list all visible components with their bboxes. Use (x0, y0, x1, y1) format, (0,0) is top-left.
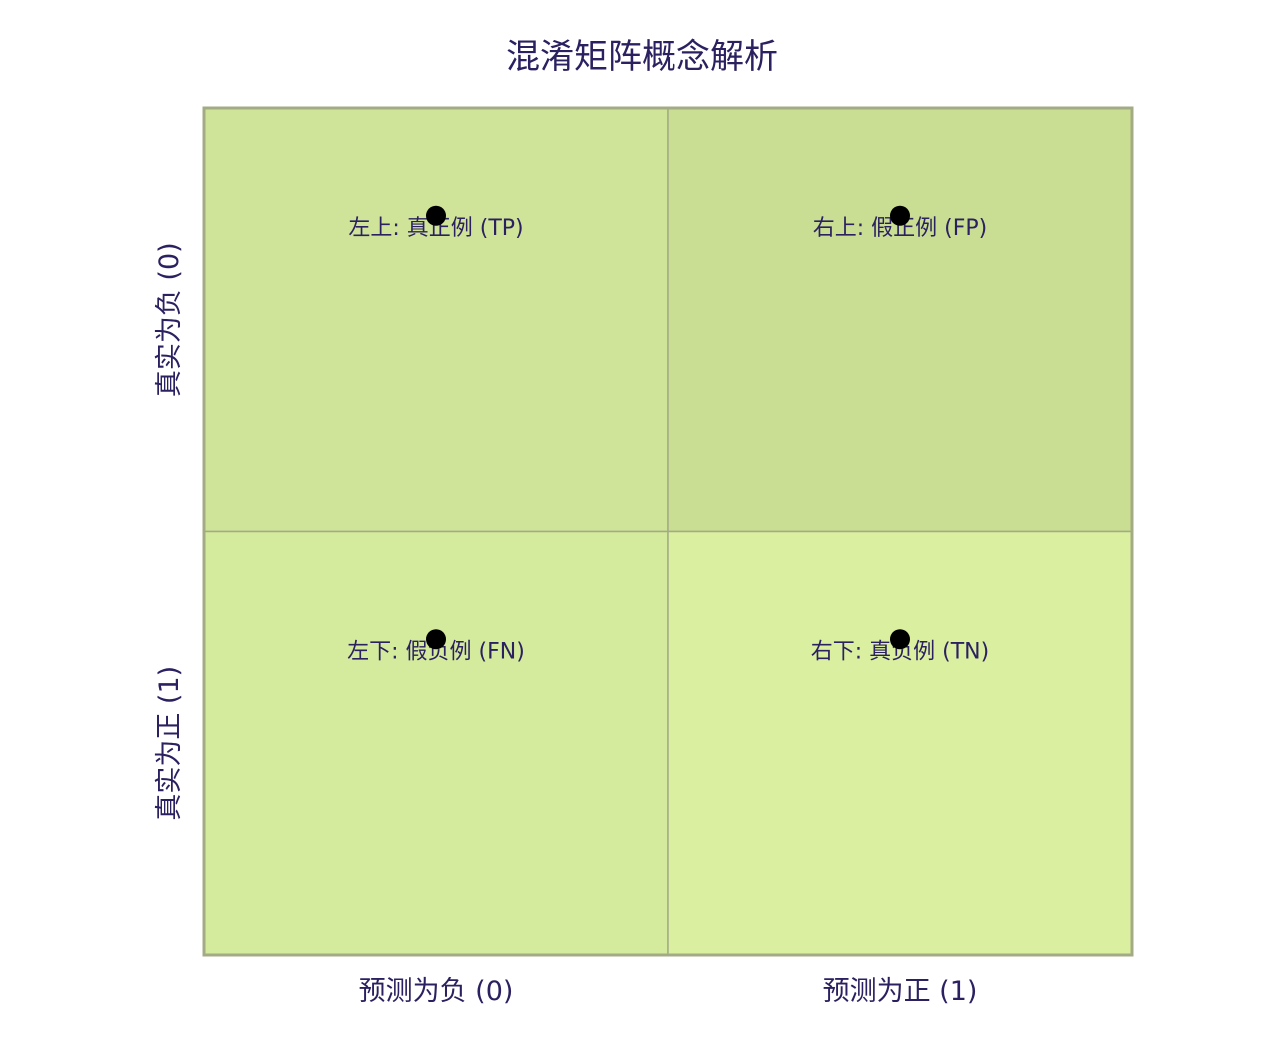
marker-point (426, 205, 446, 226)
marker-point (890, 629, 910, 650)
matrix-cell (203, 530, 669, 956)
marker-point (426, 629, 446, 650)
plot-border (202, 106, 1134, 957)
matrix-cell (203, 107, 669, 533)
matrix-cell (667, 107, 1133, 533)
matrix-cell (667, 530, 1133, 956)
x-tick-label: 预测为正 (1) (823, 976, 978, 1007)
y-tick-label: 真实为正 (1) (154, 666, 185, 821)
y-tick-label: 真实为负 (0) (154, 242, 185, 397)
marker-point (890, 205, 910, 226)
x-tick-label: 预测为负 (0) (359, 976, 514, 1007)
chart-title: 混淆矩阵概念解析 (506, 37, 778, 77)
